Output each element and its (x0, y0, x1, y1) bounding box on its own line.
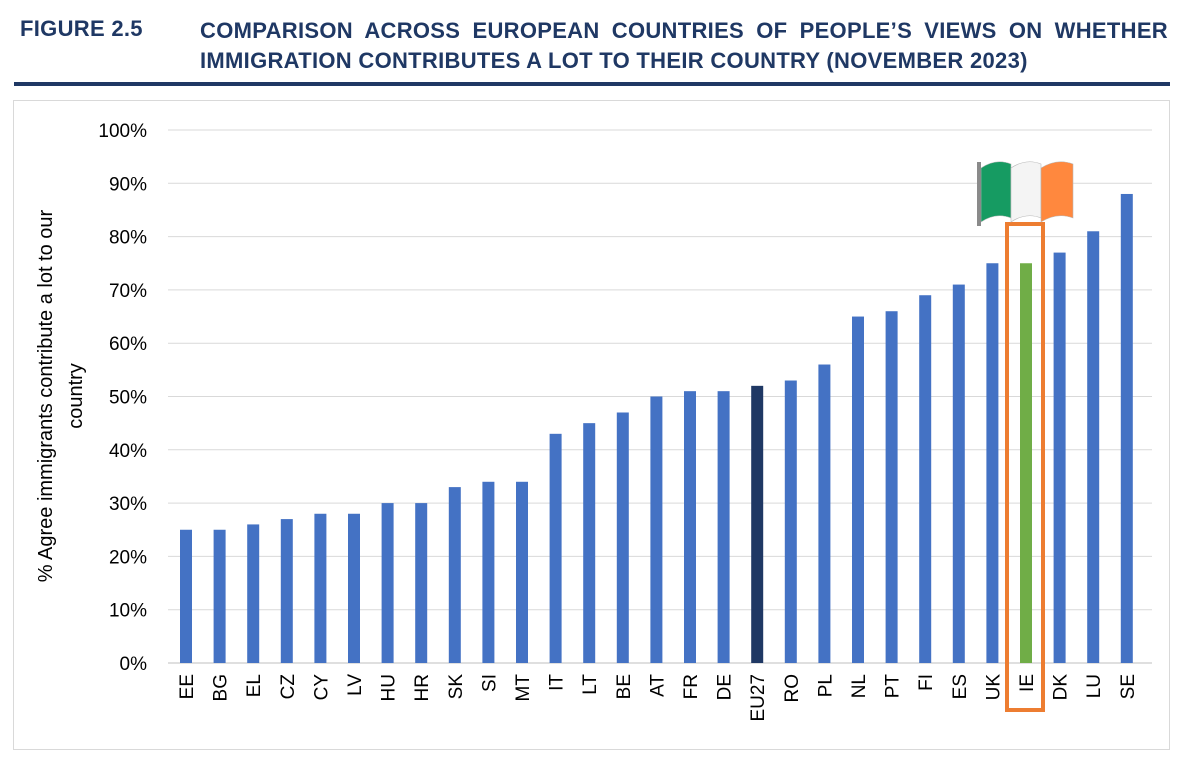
x-tick-label: SK (446, 674, 467, 700)
x-tick-label: LV (345, 674, 366, 696)
bar-hu (381, 503, 394, 663)
bar-dk (1053, 252, 1066, 663)
x-tick-label: FR (681, 674, 702, 699)
y-tick-label: 100% (98, 121, 147, 142)
x-tick-label: PT (883, 674, 904, 699)
figure-header: FIGURE 2.5 COMPARISON ACROSS EUROPEAN CO… (20, 10, 1170, 82)
bar-ie (1020, 263, 1032, 663)
x-tick-label: EU27 (748, 674, 769, 722)
bar-pt (885, 311, 898, 663)
y-tick-label: 10% (109, 601, 147, 622)
bar-bg (213, 529, 226, 663)
bar-nl (852, 316, 864, 663)
x-tick-label: DK (1051, 674, 1072, 701)
x-tick-label: MT (513, 674, 534, 702)
y-tick-label: 50% (109, 388, 147, 409)
bar-eu27 (751, 385, 764, 663)
y-tick-label: 20% (109, 547, 147, 568)
x-tick-label: PL (815, 674, 836, 697)
bar-fi (919, 295, 932, 663)
x-tick-label: LT (580, 674, 601, 695)
y-tick-label: 80% (109, 228, 147, 249)
x-tick-label: RO (782, 674, 803, 703)
bar-pl (818, 364, 831, 663)
bar-lt (583, 423, 596, 663)
bar-el (247, 524, 260, 663)
x-tick-label: BE (614, 674, 635, 699)
title-divider (14, 82, 1170, 86)
bar-it (549, 433, 562, 663)
bar-fr (684, 391, 696, 663)
x-tick-label: SE (1118, 674, 1139, 699)
bar-es (952, 284, 965, 663)
y-tick-label: 30% (109, 494, 147, 515)
bar-be (616, 412, 629, 663)
x-tick-label: HU (379, 674, 400, 701)
bar-at (650, 396, 663, 663)
y-tick-label: 40% (109, 441, 147, 462)
x-tick-label: CY (311, 674, 332, 701)
figure-label: FIGURE 2.5 (20, 16, 143, 41)
x-tick-label: ES (950, 674, 971, 699)
x-tick-label: HR (412, 674, 433, 701)
bar-sk (448, 487, 461, 663)
y-tick-label: 0% (120, 654, 148, 675)
figure-title: COMPARISON ACROSS EUROPEAN COUNTRIES OF … (200, 18, 1168, 73)
x-tick-label: AT (647, 674, 668, 697)
x-tick-label: LU (1084, 674, 1105, 698)
x-tick-label: UK (983, 674, 1004, 701)
x-tick-label: FI (916, 674, 937, 691)
bar-uk (986, 263, 999, 663)
highlight-box (1005, 222, 1045, 712)
bar-hr (415, 503, 428, 663)
bar-cz (280, 519, 293, 663)
bar-mt (516, 481, 528, 663)
bar-lu (1087, 231, 1100, 663)
y-axis-title: % Agree immigrants contribute a lot to o… (35, 209, 87, 582)
x-tick-label: EE (177, 674, 198, 699)
bar-lv (348, 513, 360, 663)
x-tick-label: EL (244, 674, 265, 697)
x-tick-label: IE (1017, 674, 1038, 692)
x-tick-label: NL (849, 674, 870, 698)
x-tick-label: IT (547, 674, 568, 691)
chart-frame (13, 100, 1170, 750)
bar-cy (314, 513, 327, 663)
x-tick-label: SI (479, 674, 500, 692)
y-tick-label: 90% (109, 174, 147, 195)
bar-de (717, 391, 730, 663)
bar-ee (180, 529, 192, 663)
x-tick-label: BG (211, 674, 232, 701)
x-tick-label: CZ (278, 674, 299, 700)
x-tick-label: DE (715, 674, 736, 700)
y-tick-label: 70% (109, 281, 147, 302)
irish-flag-icon (977, 161, 1074, 226)
bar-ro (784, 380, 797, 663)
bar-se (1120, 193, 1133, 663)
bar-si (482, 481, 495, 663)
y-tick-label: 60% (109, 334, 147, 355)
